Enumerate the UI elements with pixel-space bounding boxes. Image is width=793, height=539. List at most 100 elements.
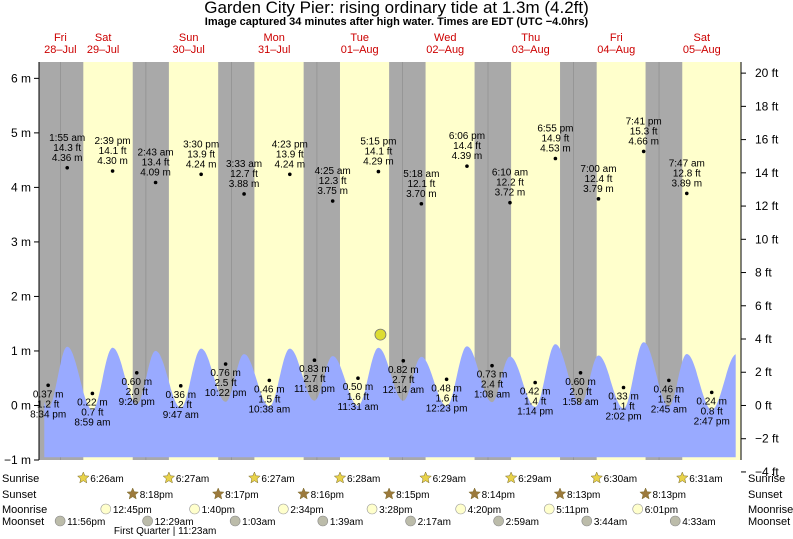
sunrise-icon: [162, 471, 176, 484]
low-tide-point: [178, 384, 183, 388]
high-tide-ft: 12.7 ft: [230, 169, 258, 180]
high-tide-point: [330, 199, 335, 203]
low-tide-ft: 1.1 ft: [612, 401, 634, 412]
high-tide-m: 4.24 m: [275, 159, 306, 170]
high-tide-time: 2:39 pm: [95, 136, 131, 147]
sunrise-time: 6:29am: [518, 474, 551, 485]
high-tide-time: 1:55 am: [49, 133, 85, 144]
sunset-icon: [468, 487, 481, 500]
low-tide-time: 1:08 am: [474, 390, 510, 401]
high-tide-time: 3:33 am: [226, 159, 262, 170]
high-tide-m: 3.75 m: [317, 186, 348, 197]
high-tide-m: 4.66 m: [628, 136, 659, 147]
moonset-icon: [229, 515, 241, 527]
moonset-icon: [317, 515, 329, 527]
high-tide-time: 7:47 am: [669, 158, 705, 169]
low-tide-time: 8:59 am: [74, 417, 110, 428]
high-tide-point: [553, 156, 558, 161]
high-tide-ft: 12.3 ft: [319, 176, 347, 187]
moonrise-icon: [543, 503, 555, 515]
sunset-time: 8:14pm: [482, 490, 515, 501]
sunrise-time: 6:31am: [689, 474, 722, 485]
low-tide-time: 12:14 am: [382, 385, 424, 396]
low-tide-point: [709, 390, 714, 395]
low-tide-point: [533, 380, 537, 385]
sunset-icon: [211, 487, 225, 500]
high-tide-ft: 14.1 ft: [99, 146, 127, 157]
day-label-dow: Fri: [54, 32, 67, 44]
high-tide-ft: 14.1 ft: [365, 147, 393, 158]
moonset-row-label-right: Moonset: [748, 516, 790, 528]
sunset-row-label: Sunset: [2, 489, 36, 501]
low-tide-m: 0.60 m: [565, 377, 596, 388]
left-axis-label: 5 m: [11, 126, 31, 140]
high-tide-point: [596, 197, 601, 201]
high-tide-m: 4.29 m: [363, 157, 394, 168]
moonrise-icon: [632, 503, 644, 515]
low-tide-ft: 1.5 ft: [258, 394, 280, 405]
low-tide-m: 0.33 m: [608, 391, 639, 402]
right-axis-label: 6 ft: [755, 299, 772, 313]
high-tide-m: 4.30 m: [97, 156, 128, 167]
high-tide-point: [65, 165, 70, 170]
day-label-date: 03–Aug: [512, 44, 550, 56]
low-tide-ft: 0.8 ft: [701, 406, 723, 417]
high-tide-time: 6:10 am: [492, 168, 528, 179]
sunset-time: 8:13pm: [653, 490, 686, 501]
sunrise-icon: [333, 471, 347, 484]
high-tide-point: [199, 172, 203, 177]
low-tide-time: 11:31 am: [338, 402, 379, 413]
day-label-date: 28–Jul: [44, 44, 76, 56]
high-tide-point: [465, 164, 469, 168]
right-axis-label: 2 ft: [755, 365, 772, 379]
day-label-date: 05–Aug: [683, 44, 721, 56]
sunrise-time: 6:26am: [90, 474, 123, 485]
low-tide-point: [223, 362, 228, 366]
right-axis-label: 10 ft: [755, 232, 779, 246]
low-tide-ft: 1.4 ft: [524, 397, 546, 408]
high-tide-m: 3.72 m: [495, 188, 526, 199]
low-tide-m: 0.22 m: [77, 397, 108, 408]
low-tide-time: 10:38 am: [248, 404, 290, 415]
high-tide-point: [110, 169, 115, 173]
sunset-icon: [126, 487, 140, 500]
high-tide-time: 4:23 pm: [272, 139, 308, 150]
high-tide-time: 2:43 am: [138, 147, 174, 158]
high-tide-ft: 14.9 ft: [541, 134, 569, 145]
low-tide-m: 0.46 m: [654, 384, 685, 395]
day-label-date: 30–Jul: [172, 44, 204, 56]
day-label-date: 04–Aug: [597, 44, 635, 56]
high-tide-ft: 13.9 ft: [187, 149, 215, 160]
sunrise-icon: [248, 471, 261, 484]
day-label-dow: Wed: [434, 32, 456, 44]
moonset-time: 1:03am: [242, 517, 275, 528]
right-axis-label: 14 ft: [755, 166, 779, 180]
moonrise-row-label: Moonrise: [2, 504, 47, 516]
low-tide-ft: 1.6 ft: [347, 392, 369, 403]
high-tide-time: 7:00 am: [580, 164, 616, 175]
sunset-time: 8:18pm: [140, 490, 173, 501]
high-tide-ft: 12.8 ft: [673, 168, 701, 179]
low-tide-point: [578, 370, 583, 375]
high-tide-point: [508, 200, 512, 205]
low-tide-time: 12:23 pm: [426, 403, 468, 414]
high-tide-m: 4.39 m: [452, 151, 483, 162]
high-tide-ft: 13.4 ft: [142, 157, 170, 168]
low-tide-time: 11:18 pm: [294, 384, 335, 395]
low-tide-time: 1:58 am: [562, 397, 598, 408]
chart-subtitle: Image captured 34 minutes after high wat…: [204, 16, 589, 28]
high-tide-time: 6:06 pm: [449, 131, 485, 142]
sunset-time: 8:15pm: [396, 490, 429, 501]
sunset-time: 8:17pm: [225, 490, 258, 501]
high-tide-m: 3.79 m: [583, 184, 614, 195]
low-tide-ft: 2.0 ft: [569, 387, 591, 398]
sunset-icon: [382, 487, 396, 500]
moonset-icon: [669, 515, 681, 527]
moon-phase-label: First Quarter | 11:23am: [114, 526, 216, 537]
low-tide-time: 2:47 pm: [694, 416, 730, 427]
left-axis-label: 6 m: [11, 71, 31, 85]
chart-title: Garden City Pier: rising ordinary tide a…: [204, 0, 589, 17]
high-tide-ft: 13.9 ft: [276, 149, 304, 160]
day-label-date: 01–Aug: [341, 44, 379, 56]
low-tide-ft: 1.6 ft: [435, 393, 457, 404]
